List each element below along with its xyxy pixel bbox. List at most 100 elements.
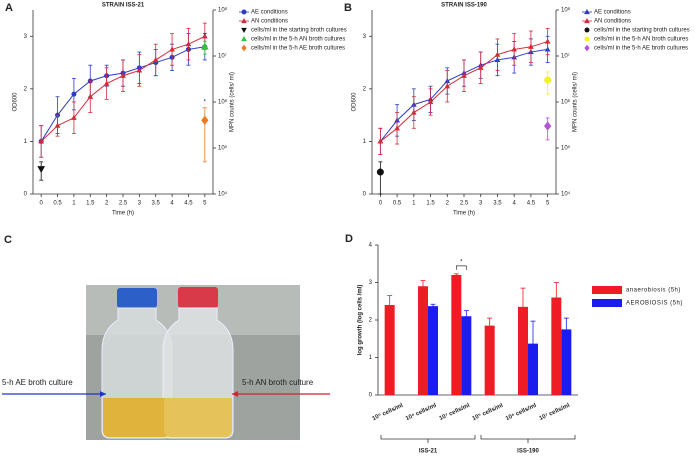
x-tick-label: 0: [40, 201, 44, 207]
x-axis-label: Time (h): [453, 211, 475, 217]
data-point: [461, 72, 467, 78]
y-tick-label: 2: [363, 86, 367, 92]
legend-label: AN conditions: [594, 19, 631, 25]
y-axis-label: OD600: [13, 92, 19, 112]
bar: [551, 297, 562, 395]
legend-label: anaerobiosis (5h): [626, 288, 681, 294]
panel-letter: D: [345, 233, 353, 245]
group-brace: [480, 435, 576, 443]
legend-label: AE conditions: [594, 10, 631, 16]
y2-tick-label: 10⁷: [561, 53, 570, 60]
x-tick-label: 3.5: [493, 201, 502, 207]
x-tick-label: 0: [379, 201, 383, 207]
y-tick-label: 4: [369, 243, 373, 249]
photo: [2, 285, 330, 440]
x-tick-label: 4.5: [527, 201, 536, 207]
photo-label: 5-h AN broth culture: [242, 378, 314, 387]
y2-tick-label: 10⁵: [561, 145, 571, 152]
bar: [484, 325, 495, 395]
y-tick-label: 0: [24, 192, 28, 198]
legend-marker: [241, 44, 247, 52]
y-tick-label: 2: [24, 86, 28, 92]
data-point: [477, 64, 484, 70]
x-tick-label: 1.5: [426, 201, 435, 207]
legend-label: cells/ml in the 5-h AE broth cultures: [594, 46, 688, 52]
broth-left: [103, 398, 171, 437]
data-point: [71, 114, 77, 120]
legend-marker: [241, 35, 247, 42]
x-tick-label: 4.5: [184, 201, 193, 207]
x-tick-label: 10⁷ cells/ml: [539, 403, 572, 422]
legend-label: AN conditions: [251, 19, 288, 25]
legend-label: cells/ml in the 5-h AN broth cultures: [251, 37, 345, 43]
legend-label: cells/ml in the 5-h AE broth cultures: [251, 46, 345, 52]
blue-cap: [117, 288, 157, 308]
y-tick-label: 1: [363, 139, 367, 145]
bar: [528, 343, 538, 395]
x-tick-label: 10⁵ cells/ml: [372, 403, 405, 423]
data-point: [37, 166, 46, 174]
legend-label: AEROBIOSIS (5h): [626, 301, 683, 307]
data-point: [544, 121, 552, 131]
data-point: [376, 168, 384, 176]
legend-marker: [584, 44, 590, 52]
y2-axis-label: MPN counts (cells/ ml): [230, 72, 236, 132]
data-point: [169, 46, 175, 52]
arrow-head: [232, 391, 238, 397]
legend-marker: [584, 36, 590, 42]
data-point: [38, 138, 45, 144]
y-tick-label: 0: [363, 192, 367, 198]
data-point: [394, 125, 400, 131]
x-tick-label: 0.5: [53, 201, 62, 207]
x-tick-label: 2.5: [460, 201, 469, 207]
legend-marker: [584, 27, 590, 33]
group-brace: [380, 435, 476, 443]
x-tick-label: 0.5: [393, 201, 402, 207]
data-point: [377, 138, 384, 144]
significance-mark: *: [460, 259, 463, 265]
data-point: [54, 122, 61, 128]
data-point: [494, 51, 501, 57]
data-point: [544, 76, 552, 84]
x-tick-label: 2.5: [119, 201, 128, 207]
bar: [461, 316, 472, 395]
x-tick-label: 4: [170, 201, 174, 207]
data-point: [427, 98, 434, 105]
y2-tick-label: 10⁷: [218, 53, 227, 60]
data-point: [103, 80, 110, 86]
group-label: ISS-190: [517, 449, 539, 455]
bar: [428, 306, 438, 395]
x-tick-label: 3: [138, 201, 142, 207]
significance-mark: *: [204, 33, 207, 39]
data-point: [185, 41, 192, 47]
y-tick-label: 3: [24, 34, 28, 40]
legend-marker: [241, 27, 247, 34]
x-tick-label: 10⁶ cells/ml: [505, 403, 538, 423]
y-tick-label: 2: [369, 318, 373, 324]
x-tick-label: 5: [546, 201, 550, 207]
y-tick-label: 1: [24, 139, 28, 145]
bar: [561, 329, 572, 395]
y2-tick-label: 10⁵: [218, 145, 228, 152]
y2-axis-label: MPN counts (cells/ ml): [573, 72, 579, 132]
x-tick-label: 2: [446, 201, 450, 207]
legend-marker: [584, 8, 590, 15]
data-point: [201, 115, 209, 126]
bar: [418, 286, 428, 395]
legend-label: cells/ml in the starting broth cultures: [594, 28, 690, 34]
y-tick-label: 3: [363, 34, 367, 40]
y2-tick-label: 10⁴: [561, 191, 571, 198]
significance-bracket: [455, 265, 467, 270]
x-axis-label: Time (h): [112, 211, 134, 217]
x-tick-label: 3: [479, 201, 483, 207]
data-point: [444, 83, 451, 89]
data-point: [136, 67, 143, 73]
x-tick-label: 2: [105, 201, 109, 207]
x-tick-label: 5: [203, 201, 207, 207]
significance-mark: *: [204, 99, 207, 105]
y2-tick-label: 10⁸: [561, 7, 571, 14]
y2-tick-label: 10⁶: [218, 99, 228, 106]
x-tick-label: 10⁵ cells/ml: [472, 403, 505, 423]
data-point: [511, 46, 518, 52]
photo-label: 5-h AE broth culture: [2, 378, 73, 387]
